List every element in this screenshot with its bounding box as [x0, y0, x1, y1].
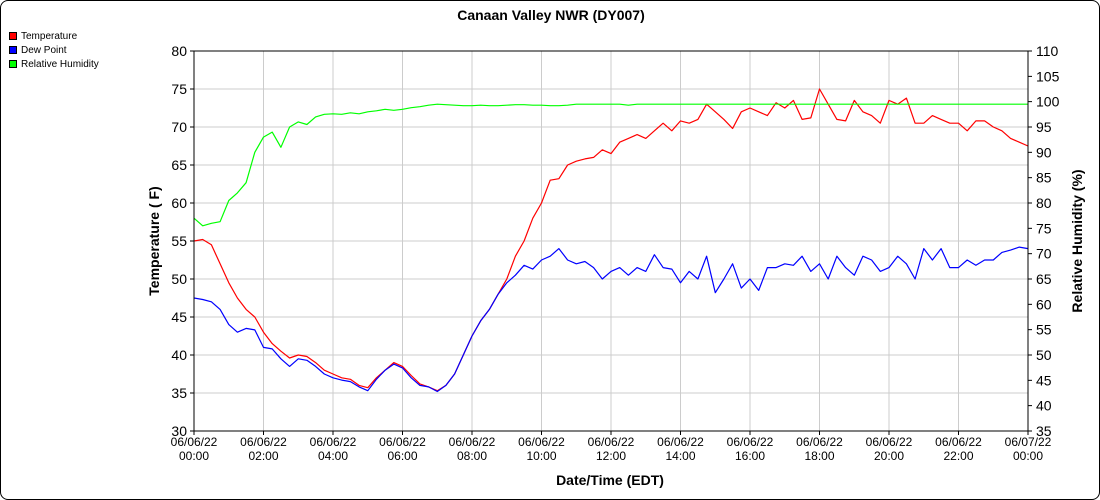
y-left-tick-label: 60: [171, 195, 187, 211]
legend-item-temperature: Temperature: [9, 29, 99, 43]
y-right-tick-label: 80: [1036, 195, 1052, 211]
chart-title: Canaan Valley NWR (DY007): [457, 7, 645, 23]
series-line-temperature: [193, 88, 1029, 392]
x-tick-label-date: 06/06/22: [796, 435, 843, 449]
series-line-relative-humidity: [193, 103, 1028, 227]
y-left-tick-label: 40: [171, 347, 187, 363]
x-tick-label-time: 16:00: [735, 449, 765, 463]
x-tick-label-date: 06/06/22: [171, 435, 218, 449]
x-tick-label-time: 06:00: [387, 449, 417, 463]
x-tick-label-time: 00:00: [1013, 449, 1043, 463]
x-tick-label-time: 00:00: [179, 449, 209, 463]
y-right-tick-label: 35: [1036, 423, 1052, 439]
x-tick-label-date: 06/06/22: [935, 435, 982, 449]
legend-label-relative-humidity: Relative Humidity: [21, 58, 99, 70]
x-tick-label-time: 02:00: [248, 449, 278, 463]
legend-swatch-temperature: [9, 32, 17, 40]
chart-legend: Temperature Dew Point Relative Humidity: [9, 29, 99, 71]
x-axis-ticks: 06/06/2200:0006/06/2202:0006/06/2204:000…: [171, 431, 1052, 463]
x-tick-label-date: 06/06/22: [657, 435, 704, 449]
y-right-tick-label: 50: [1036, 347, 1052, 363]
x-tick-label-date: 06/06/22: [518, 435, 565, 449]
x-tick-label-date: 06/06/22: [240, 435, 287, 449]
y-right-tick-label: 95: [1036, 119, 1052, 135]
y-left-tick-label: 55: [171, 233, 187, 249]
x-tick-label-time: 18:00: [804, 449, 834, 463]
y-left-tick-label: 35: [171, 385, 187, 401]
x-axis-label: Date/Time (EDT): [556, 472, 664, 488]
legend-label-dew-point: Dew Point: [21, 44, 67, 56]
x-tick-label-date: 06/06/22: [588, 435, 635, 449]
y-axis-right-ticks: 35 40 45 50 55 60 65 70 75 80 85 90 95 100 105 110: [1028, 43, 1060, 439]
x-tick-label-time: 14:00: [665, 449, 695, 463]
y-axis-left-label: Temperature ( F): [146, 186, 162, 295]
y-right-tick-label: 90: [1036, 144, 1052, 160]
x-tick-label-date: 06/06/22: [310, 435, 357, 449]
x-tick-label-time: 04:00: [318, 449, 348, 463]
x-tick-label-date: 06/06/22: [449, 435, 496, 449]
y-left-tick-label: 45: [171, 309, 187, 325]
y-right-tick-label: 45: [1036, 372, 1052, 388]
y-left-tick-label: 65: [171, 157, 187, 173]
grid: [193, 50, 1029, 432]
x-tick-label-date: 06/06/22: [727, 435, 774, 449]
x-tick-label-time: 22:00: [943, 449, 973, 463]
legend-swatch-relative-humidity: [9, 60, 17, 68]
x-tick-label-date: 06/07/22: [1005, 435, 1052, 449]
y-right-tick-label: 55: [1036, 322, 1052, 338]
series-lines: [193, 88, 1029, 393]
y-left-tick-label: 50: [171, 271, 187, 287]
legend-item-relative-humidity: Relative Humidity: [9, 57, 99, 71]
y-left-tick-label: 80: [171, 43, 187, 59]
series-line-dew-point: [193, 246, 1029, 393]
y-axis-left-ticks: 30 35 40 45 50 55 60 65 70 75 80: [171, 43, 194, 439]
y-left-tick-label: 75: [171, 81, 187, 97]
y-left-tick-label: 30: [171, 423, 187, 439]
y-right-tick-label: 105: [1036, 68, 1060, 84]
y-right-tick-label: 85: [1036, 170, 1052, 186]
y-right-tick-label: 70: [1036, 246, 1052, 262]
y-right-tick-label: 110: [1036, 43, 1059, 59]
legend-label-temperature: Temperature: [21, 30, 78, 42]
legend-item-dew-point: Dew Point: [9, 43, 99, 57]
y-right-tick-label: 100: [1036, 94, 1060, 110]
x-tick-label-time: 12:00: [596, 449, 626, 463]
x-tick-label-time: 20:00: [874, 449, 904, 463]
y-left-tick-label: 70: [171, 119, 187, 135]
x-tick-label-time: 08:00: [457, 449, 487, 463]
y-right-tick-label: 40: [1036, 398, 1052, 414]
y-axis-right-label: Relative Humidity (%): [1069, 169, 1085, 312]
plot-border: [193, 50, 1029, 432]
y-right-tick-label: 65: [1036, 271, 1052, 287]
x-tick-label-time: 10:00: [526, 449, 556, 463]
x-tick-label-date: 06/06/22: [866, 435, 913, 449]
y-right-tick-label: 75: [1036, 220, 1052, 236]
legend-swatch-dew-point: [9, 46, 17, 54]
y-right-tick-label: 60: [1036, 296, 1052, 312]
x-tick-label-date: 06/06/22: [379, 435, 426, 449]
